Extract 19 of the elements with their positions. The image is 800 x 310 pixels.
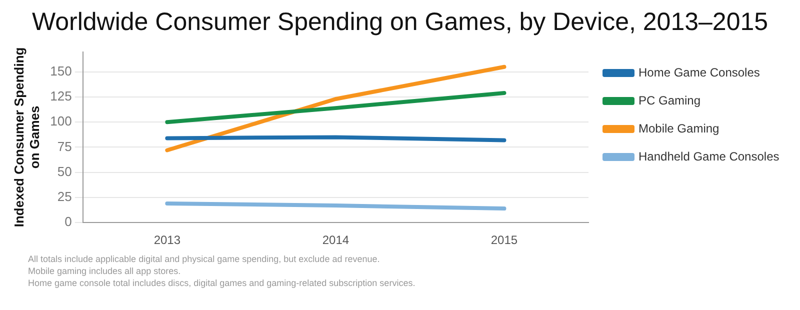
legend-label: PC Gaming <box>638 93 701 108</box>
text: All totals include applicable digital and physical game spending, but exclude ad revenue. <box>28 253 381 265</box>
y-tick-label: 150 <box>50 63 72 78</box>
y-tick-label: 125 <box>50 88 72 104</box>
y-tick-label: 100 <box>50 114 72 129</box>
legend-label: Mobile Gaming <box>638 121 720 136</box>
x-tick-label: 2013 <box>154 233 181 248</box>
legend-label: Home Game Consoles <box>638 65 760 80</box>
y-tick-label: 25 <box>57 189 72 204</box>
text: Home game console total includes discs, digital games and gaming-related subscription services. <box>28 277 416 289</box>
chart-title: Worldwide Consumer Spending on Games, by Device, 2013–2015 <box>30 8 770 37</box>
x-tick-label: 2015 <box>490 233 518 248</box>
y-tick-label: 50 <box>57 164 72 179</box>
text: Mobile gaming includes all app stores. <box>28 265 182 277</box>
legend-label: Handheld Game Consoles <box>638 149 780 164</box>
y-axis-title: Indexed Consumer Spending on Games <box>11 47 42 228</box>
y-tick-label: 75 <box>57 138 72 154</box>
x-tick-label: 2014 <box>322 233 350 248</box>
y-tick-label: 0 <box>64 214 72 230</box>
